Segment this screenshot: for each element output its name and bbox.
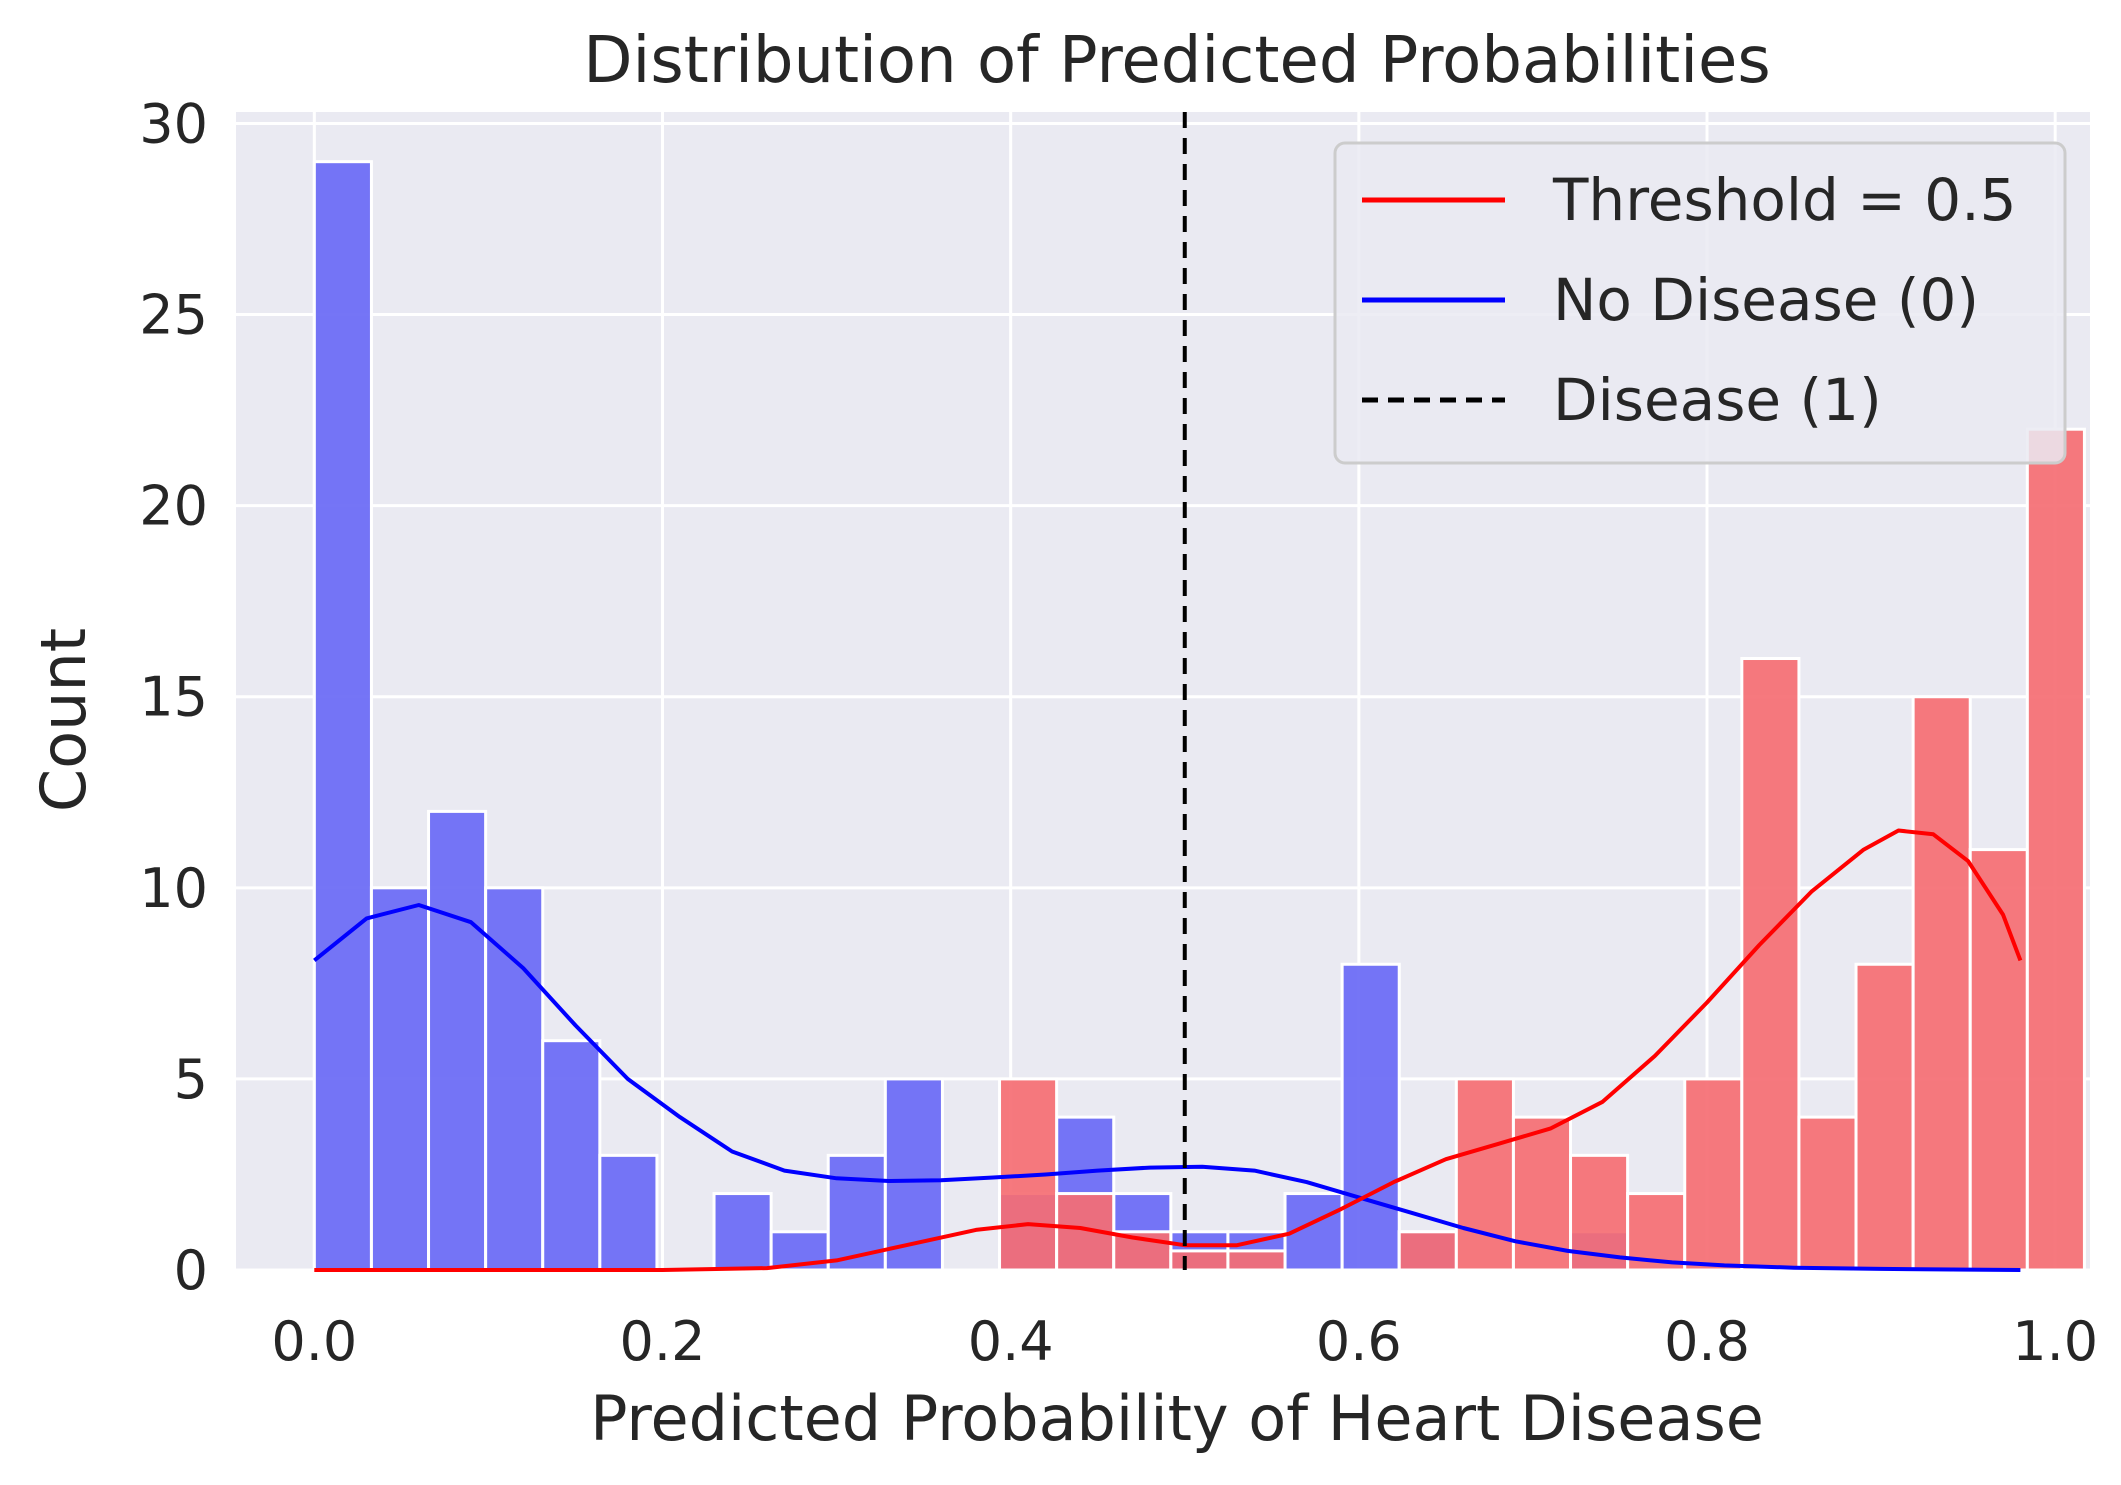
- histogram-bar: [1397, 1230, 1458, 1272]
- histogram-bar: [598, 1153, 659, 1272]
- y-tick-label: 15: [139, 666, 208, 729]
- legend-label-threshold: Threshold = 0.5: [1552, 166, 2017, 234]
- x-tick-label: 0.0: [271, 1310, 357, 1373]
- histogram-bar: [712, 1192, 773, 1272]
- histogram-bar: [1169, 1249, 1230, 1272]
- tick-labels: 0.0 0.2 0.4 0.6 0.8 1.0 0 5 10 15 20 25 30: [139, 92, 2098, 1373]
- y-tick-label: 30: [139, 92, 208, 155]
- histogram-bar: [312, 160, 373, 1272]
- x-tick-label: 0.6: [1316, 1310, 1402, 1373]
- histogram-bar: [883, 1077, 944, 1272]
- x-tick-label: 0.4: [968, 1310, 1054, 1373]
- histogram-bar: [427, 809, 488, 1272]
- y-tick-label: 10: [139, 857, 208, 920]
- histogram-bar: [2025, 427, 2086, 1272]
- x-tick-label: 1.0: [2012, 1310, 2098, 1373]
- x-axis-title: Predicted Probability of Heart Disease: [590, 1382, 1764, 1455]
- histogram-bar: [1854, 962, 1915, 1272]
- histogram-bar: [1283, 1192, 1344, 1272]
- histogram-bar: [1911, 695, 1972, 1272]
- kde-curves: [313, 828, 2023, 1272]
- histogram-bar: [1797, 1115, 1858, 1272]
- legend: Threshold = 0.5 No Disease (0) Disease (…: [1333, 141, 2067, 465]
- histogram-bar: [541, 1039, 602, 1272]
- y-tick-label: 5: [174, 1048, 208, 1111]
- histogram-bar: [369, 886, 431, 1272]
- y-tick-label: 25: [139, 284, 208, 347]
- histogram-bar: [1683, 1077, 1744, 1272]
- kde-curve: [313, 903, 2021, 1272]
- legend-box: [1333, 141, 2067, 465]
- histogram-bar: [1740, 657, 1801, 1272]
- y-axis-title: Count: [27, 628, 100, 812]
- histogram-bar: [1454, 1077, 1515, 1272]
- histogram-bar: [1968, 848, 2029, 1272]
- x-tick-label: 0.8: [1664, 1310, 1750, 1373]
- kde-curve: [314, 828, 2023, 1272]
- histogram-bar: [1340, 962, 1401, 1272]
- y-tick-label: 20: [139, 475, 208, 538]
- x-tick-label: 0.2: [620, 1310, 706, 1373]
- chart-title: Distribution of Predicted Probabilities: [583, 24, 1770, 98]
- histogram-bar: [1226, 1249, 1287, 1272]
- y-tick-label: 0: [174, 1239, 208, 1302]
- legend-label-disease: Disease (1): [1553, 366, 1882, 434]
- histogram-bars: [312, 160, 2086, 1272]
- legend-label-no-disease: No Disease (0): [1553, 266, 1979, 334]
